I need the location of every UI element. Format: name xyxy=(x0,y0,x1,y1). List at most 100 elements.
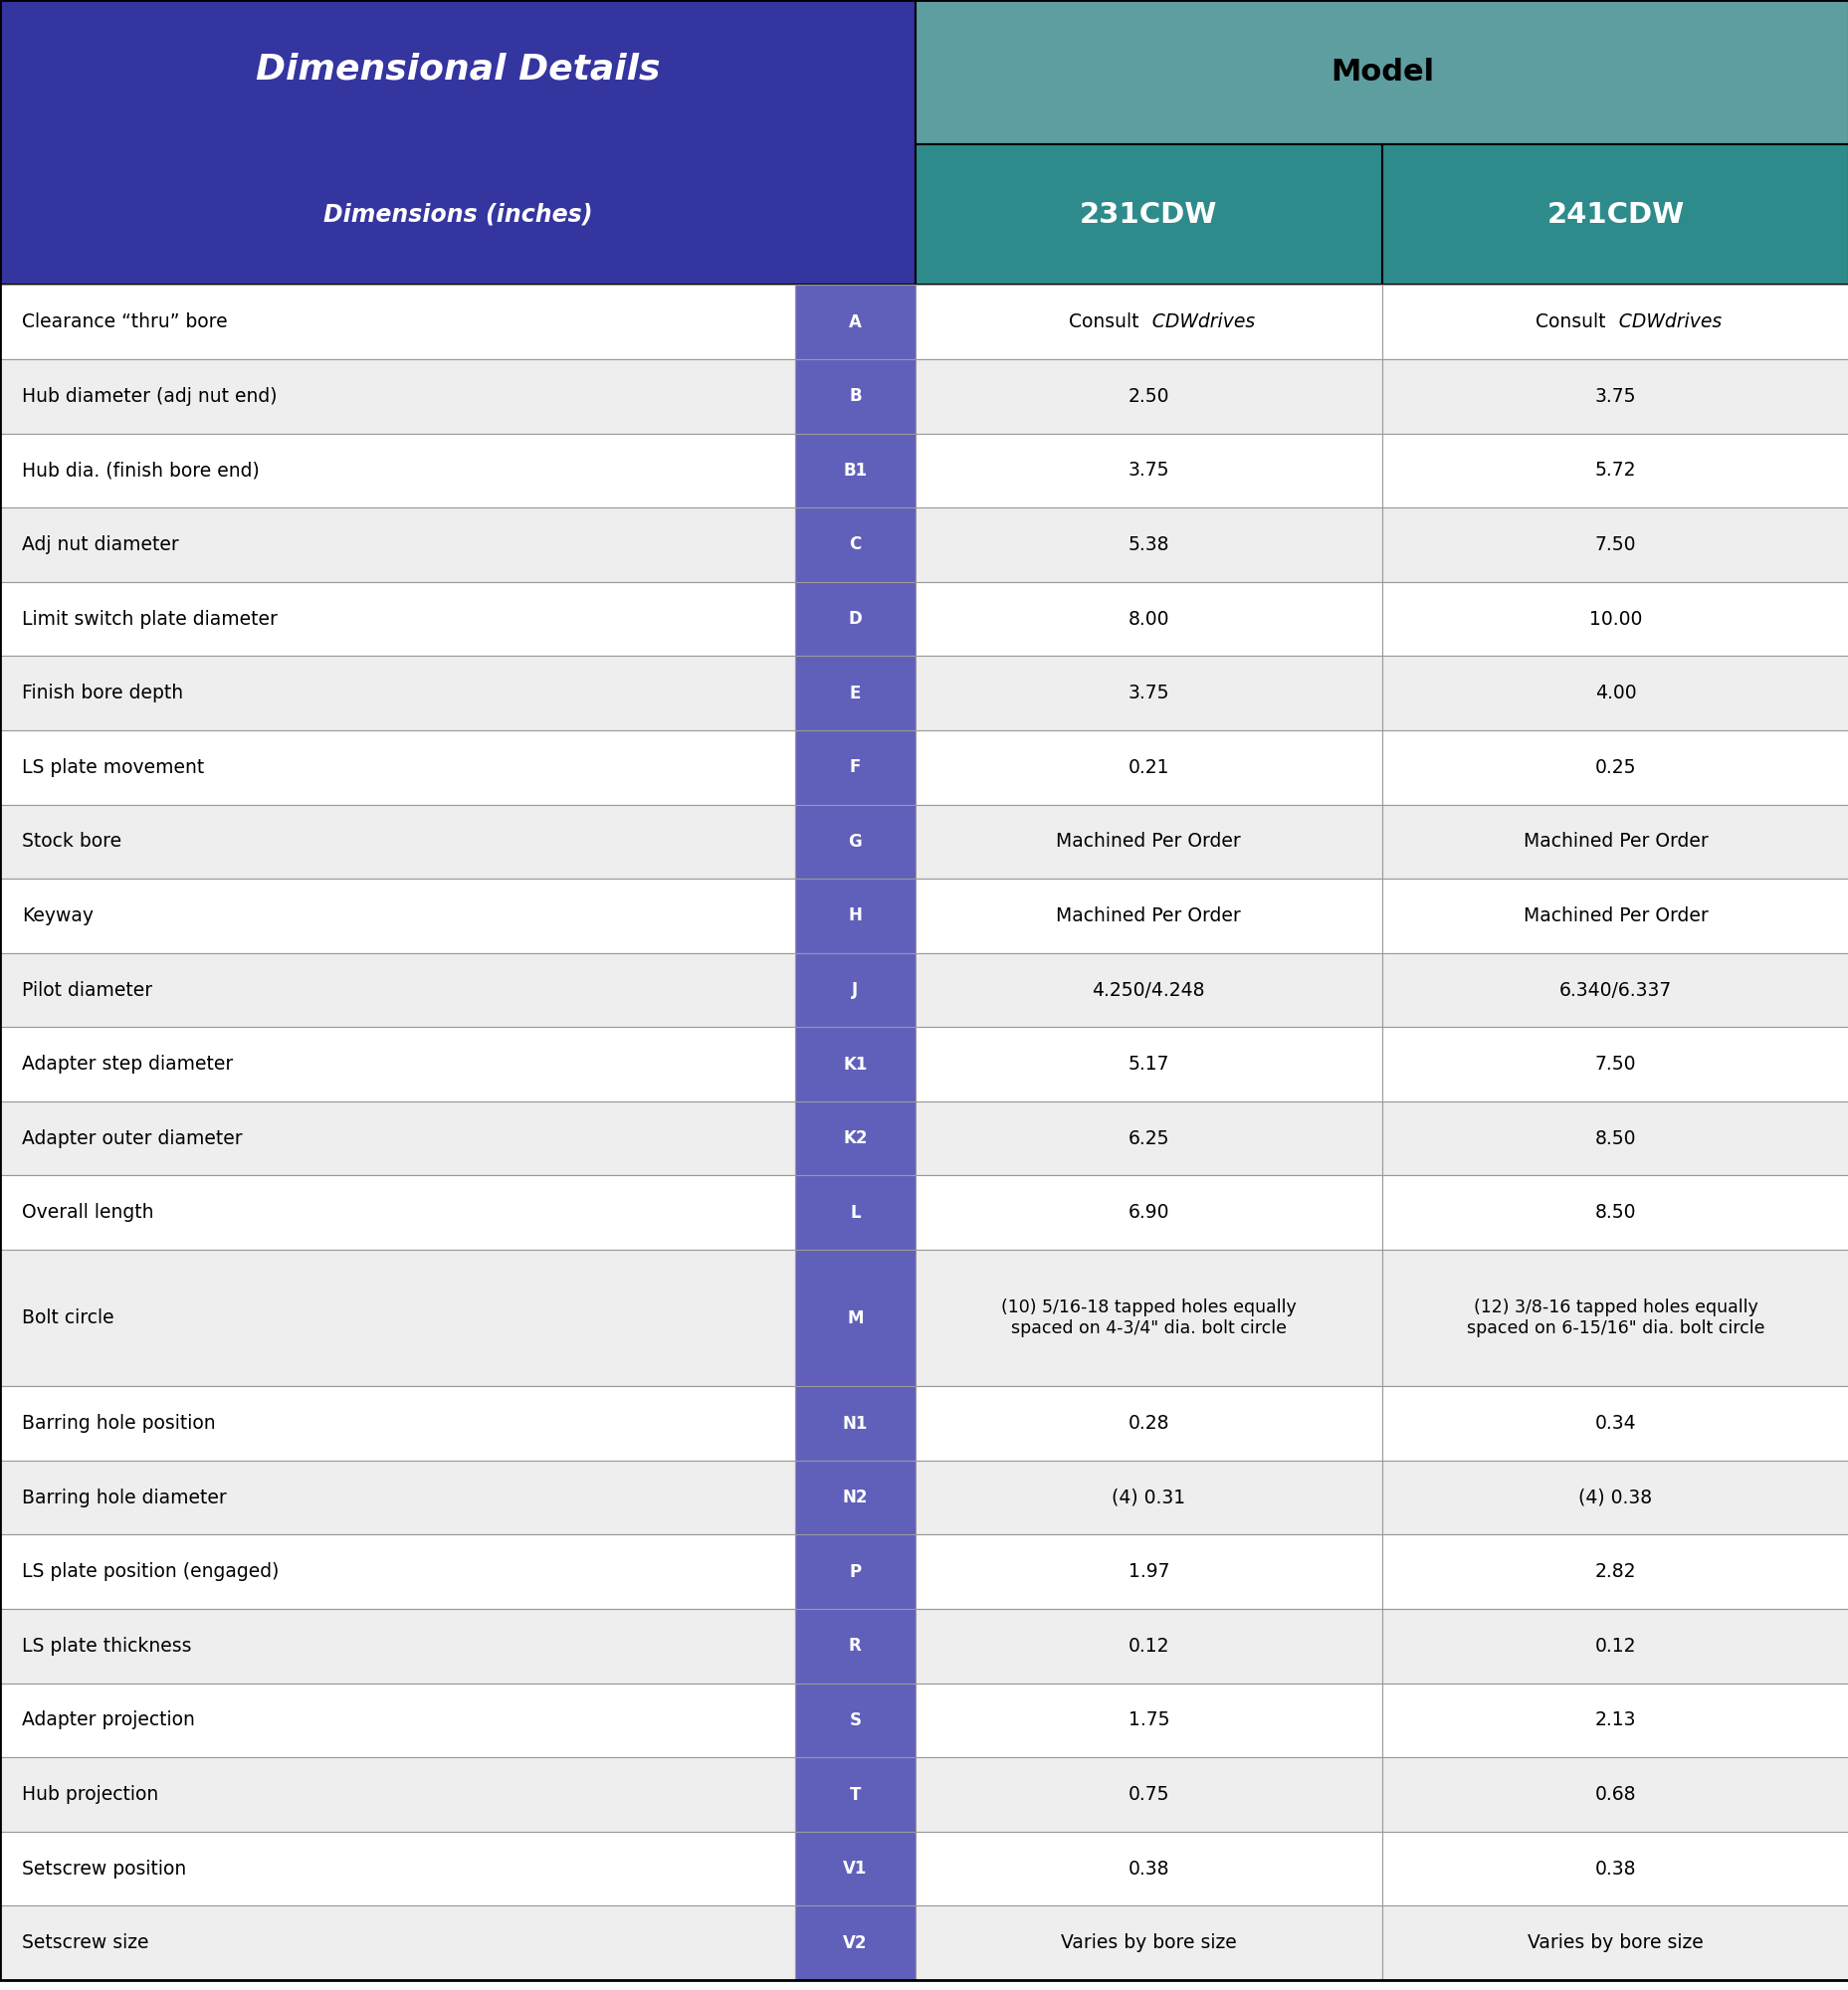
Bar xyxy=(915,1610,1382,1684)
Bar xyxy=(915,953,1382,1027)
Bar xyxy=(915,1387,1382,1461)
Text: Adapter step diameter: Adapter step diameter xyxy=(22,1055,233,1075)
Text: Hub dia. (finish bore end): Hub dia. (finish bore end) xyxy=(22,462,259,480)
Text: E: E xyxy=(848,685,861,702)
Text: (10) 5/16-18 tapped holes equally
spaced on 4-3/4" dia. bolt circle: (10) 5/16-18 tapped holes equally spaced… xyxy=(1000,1299,1295,1337)
Bar xyxy=(795,730,915,804)
Bar xyxy=(0,1906,795,1980)
Text: 8.00: 8.00 xyxy=(1127,609,1168,629)
Text: Machined Per Order: Machined Per Order xyxy=(1055,905,1240,925)
Text: L: L xyxy=(850,1204,859,1222)
Text: Hub projection: Hub projection xyxy=(22,1785,159,1805)
Bar xyxy=(1382,1831,1848,1906)
Bar xyxy=(795,1387,915,1461)
Text: Adapter outer diameter: Adapter outer diameter xyxy=(22,1128,242,1148)
Text: Varies by bore size: Varies by bore size xyxy=(1061,1934,1236,1952)
Bar xyxy=(795,285,915,358)
Text: Pilot diameter: Pilot diameter xyxy=(22,981,153,999)
Bar xyxy=(1382,145,1848,285)
Text: 3.75: 3.75 xyxy=(1127,685,1168,702)
Text: Bolt circle: Bolt circle xyxy=(22,1309,115,1327)
Text: CDWdrives: CDWdrives xyxy=(1148,312,1255,332)
Bar xyxy=(0,1757,795,1831)
Text: V1: V1 xyxy=(843,1861,867,1879)
Bar xyxy=(0,953,795,1027)
Bar xyxy=(915,804,1382,880)
Text: B: B xyxy=(848,388,861,406)
Text: 6.90: 6.90 xyxy=(1127,1204,1168,1222)
Text: 7.50: 7.50 xyxy=(1595,1055,1635,1075)
Bar xyxy=(915,880,1382,953)
Text: Dimensions (inches): Dimensions (inches) xyxy=(323,203,591,227)
Text: LS plate position (engaged): LS plate position (engaged) xyxy=(22,1562,279,1582)
Bar xyxy=(915,434,1382,507)
Text: K2: K2 xyxy=(843,1130,867,1148)
Text: Stock bore: Stock bore xyxy=(22,832,122,852)
Bar xyxy=(915,358,1382,434)
Text: 2.82: 2.82 xyxy=(1595,1562,1635,1582)
Text: N1: N1 xyxy=(843,1415,867,1433)
Bar xyxy=(915,1757,1382,1831)
Text: F: F xyxy=(848,758,861,776)
Text: K1: K1 xyxy=(843,1055,867,1073)
Bar xyxy=(795,434,915,507)
Text: (4) 0.38: (4) 0.38 xyxy=(1578,1489,1652,1506)
Bar xyxy=(915,581,1382,657)
Bar xyxy=(1382,804,1848,880)
Bar xyxy=(0,358,795,434)
Text: 6.25: 6.25 xyxy=(1127,1128,1168,1148)
Bar xyxy=(1382,1387,1848,1461)
Bar xyxy=(0,1100,795,1176)
Text: M: M xyxy=(846,1309,863,1327)
Text: 6.340/6.337: 6.340/6.337 xyxy=(1558,981,1671,999)
Bar xyxy=(1382,507,1848,581)
Text: 0.38: 0.38 xyxy=(1127,1859,1168,1879)
Bar xyxy=(795,880,915,953)
Bar xyxy=(915,1684,1382,1757)
Text: 8.50: 8.50 xyxy=(1595,1128,1635,1148)
Bar xyxy=(915,1534,1382,1610)
Text: Barring hole diameter: Barring hole diameter xyxy=(22,1489,227,1506)
Bar xyxy=(0,1027,795,1100)
Bar xyxy=(915,1831,1382,1906)
Text: 0.38: 0.38 xyxy=(1595,1859,1635,1879)
Bar xyxy=(0,1684,795,1757)
Bar xyxy=(915,657,1382,730)
Bar xyxy=(0,434,795,507)
Bar xyxy=(915,285,1382,358)
Text: R: R xyxy=(848,1638,861,1656)
Text: V2: V2 xyxy=(843,1934,867,1952)
Text: Setscrew position: Setscrew position xyxy=(22,1859,187,1879)
Text: Dimensional Details: Dimensional Details xyxy=(255,52,660,86)
Bar xyxy=(915,1461,1382,1534)
Text: CDWdrives: CDWdrives xyxy=(1615,312,1720,332)
Text: 0.28: 0.28 xyxy=(1127,1415,1168,1433)
Text: Adapter projection: Adapter projection xyxy=(22,1711,196,1729)
Text: 8.50: 8.50 xyxy=(1595,1204,1635,1222)
Text: Barring hole position: Barring hole position xyxy=(22,1415,216,1433)
Text: 1.75: 1.75 xyxy=(1127,1711,1168,1729)
Text: Finish bore depth: Finish bore depth xyxy=(22,685,183,702)
Text: Machined Per Order: Machined Per Order xyxy=(1523,832,1708,852)
Bar xyxy=(1382,1250,1848,1387)
Bar xyxy=(0,804,795,880)
Text: 10.00: 10.00 xyxy=(1587,609,1641,629)
Bar xyxy=(1382,1534,1848,1610)
Text: C: C xyxy=(848,535,861,553)
Text: Keyway: Keyway xyxy=(22,905,94,925)
Text: Consult: Consult xyxy=(1068,312,1148,332)
Bar xyxy=(915,1100,1382,1176)
Text: Adj nut diameter: Adj nut diameter xyxy=(22,535,179,553)
Bar xyxy=(795,1610,915,1684)
Bar xyxy=(1382,1100,1848,1176)
Text: D: D xyxy=(848,611,861,629)
Text: Model: Model xyxy=(1329,58,1434,88)
Bar xyxy=(1382,285,1848,358)
Bar xyxy=(1382,880,1848,953)
Text: 2.13: 2.13 xyxy=(1595,1711,1635,1729)
Bar xyxy=(1382,1461,1848,1534)
Bar xyxy=(915,1176,1382,1250)
Bar xyxy=(1382,1610,1848,1684)
Text: 5.72: 5.72 xyxy=(1595,462,1635,480)
Bar xyxy=(1382,434,1848,507)
